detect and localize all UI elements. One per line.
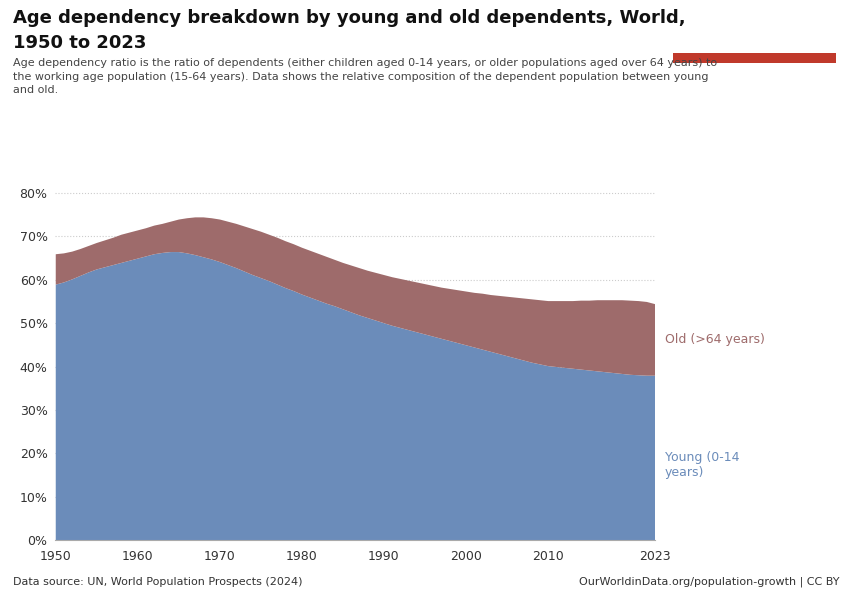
Text: Data source: UN, World Population Prospects (2024): Data source: UN, World Population Prospe… <box>13 577 303 587</box>
Text: Old (>64 years): Old (>64 years) <box>665 332 765 346</box>
Bar <box>673 53 836 63</box>
Text: 1950 to 2023: 1950 to 2023 <box>13 34 146 52</box>
Text: in Data: in Data <box>728 34 782 47</box>
Text: Young (0-14
years): Young (0-14 years) <box>665 451 740 479</box>
Text: Age dependency ratio is the ratio of dependents (either children aged 0-14 years: Age dependency ratio is the ratio of dep… <box>13 58 717 95</box>
Text: Our World: Our World <box>717 16 793 28</box>
Text: OurWorldinData.org/population-growth | CC BY: OurWorldinData.org/population-growth | C… <box>580 576 840 587</box>
Text: Age dependency breakdown by young and old dependents, World,: Age dependency breakdown by young and ol… <box>13 9 685 27</box>
